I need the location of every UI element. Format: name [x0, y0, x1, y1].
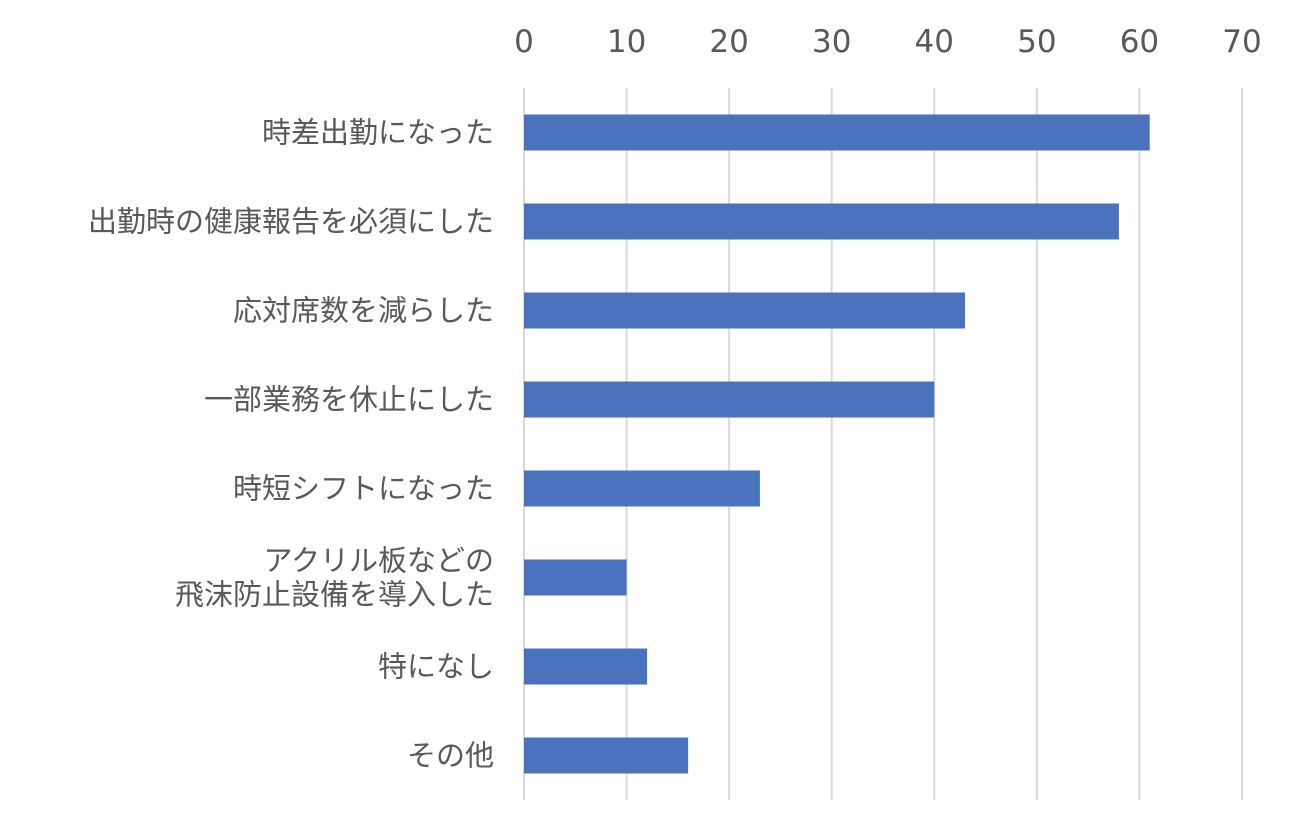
- bars: [524, 114, 1150, 774]
- category-label: その他: [407, 739, 494, 773]
- x-tick-label: 30: [812, 24, 851, 60]
- category-label: 特になし: [378, 650, 494, 684]
- x-tick-label: 60: [1120, 24, 1159, 60]
- bar: [524, 559, 627, 596]
- category-label-line: 時差出勤になった: [262, 116, 494, 150]
- x-tick-label: 10: [607, 24, 646, 60]
- category-label-line: アクリル板などの: [263, 544, 494, 578]
- bar: [524, 203, 1119, 240]
- category-label: 出勤時の健康報告を必須にした: [88, 205, 494, 239]
- category-label: 時短シフトになった: [233, 472, 494, 506]
- category-label-line: 出勤時の健康報告を必須にした: [88, 205, 494, 239]
- category-label-line: 一部業務を休止にした: [204, 383, 494, 417]
- category-label-line: 特になし: [378, 650, 494, 684]
- x-tick-label: 20: [709, 24, 748, 60]
- bar: [524, 292, 966, 329]
- bar: [524, 114, 1150, 151]
- x-tick-label: 40: [915, 24, 954, 60]
- x-tick-label: 50: [1017, 24, 1056, 60]
- x-axis-ticks: 0 10 20 30 40 50 60 70: [514, 24, 1262, 60]
- category-label: 時差出勤になった: [262, 116, 494, 150]
- x-tick-label: 0: [514, 24, 534, 60]
- category-label: アクリル板などの飛沫防止設備を導入した: [175, 544, 494, 612]
- category-label-line: 応対席数を減らした: [233, 294, 494, 328]
- category-label-line: 飛沫防止設備を導入した: [175, 578, 494, 612]
- bar: [524, 737, 689, 774]
- category-label-line: 時短シフトになった: [233, 472, 494, 506]
- category-label-line: その他: [407, 739, 494, 773]
- category-labels: 時差出勤になった出勤時の健康報告を必須にした応対席数を減らした一部業務を休止にし…: [88, 116, 494, 773]
- x-tick-label: 70: [1222, 24, 1261, 60]
- bar: [524, 648, 648, 685]
- gridlines: [523, 88, 1243, 800]
- category-label: 一部業務を休止にした: [204, 383, 494, 417]
- bar: [524, 381, 935, 418]
- category-label: 応対席数を減らした: [233, 294, 494, 328]
- bar: [524, 470, 760, 507]
